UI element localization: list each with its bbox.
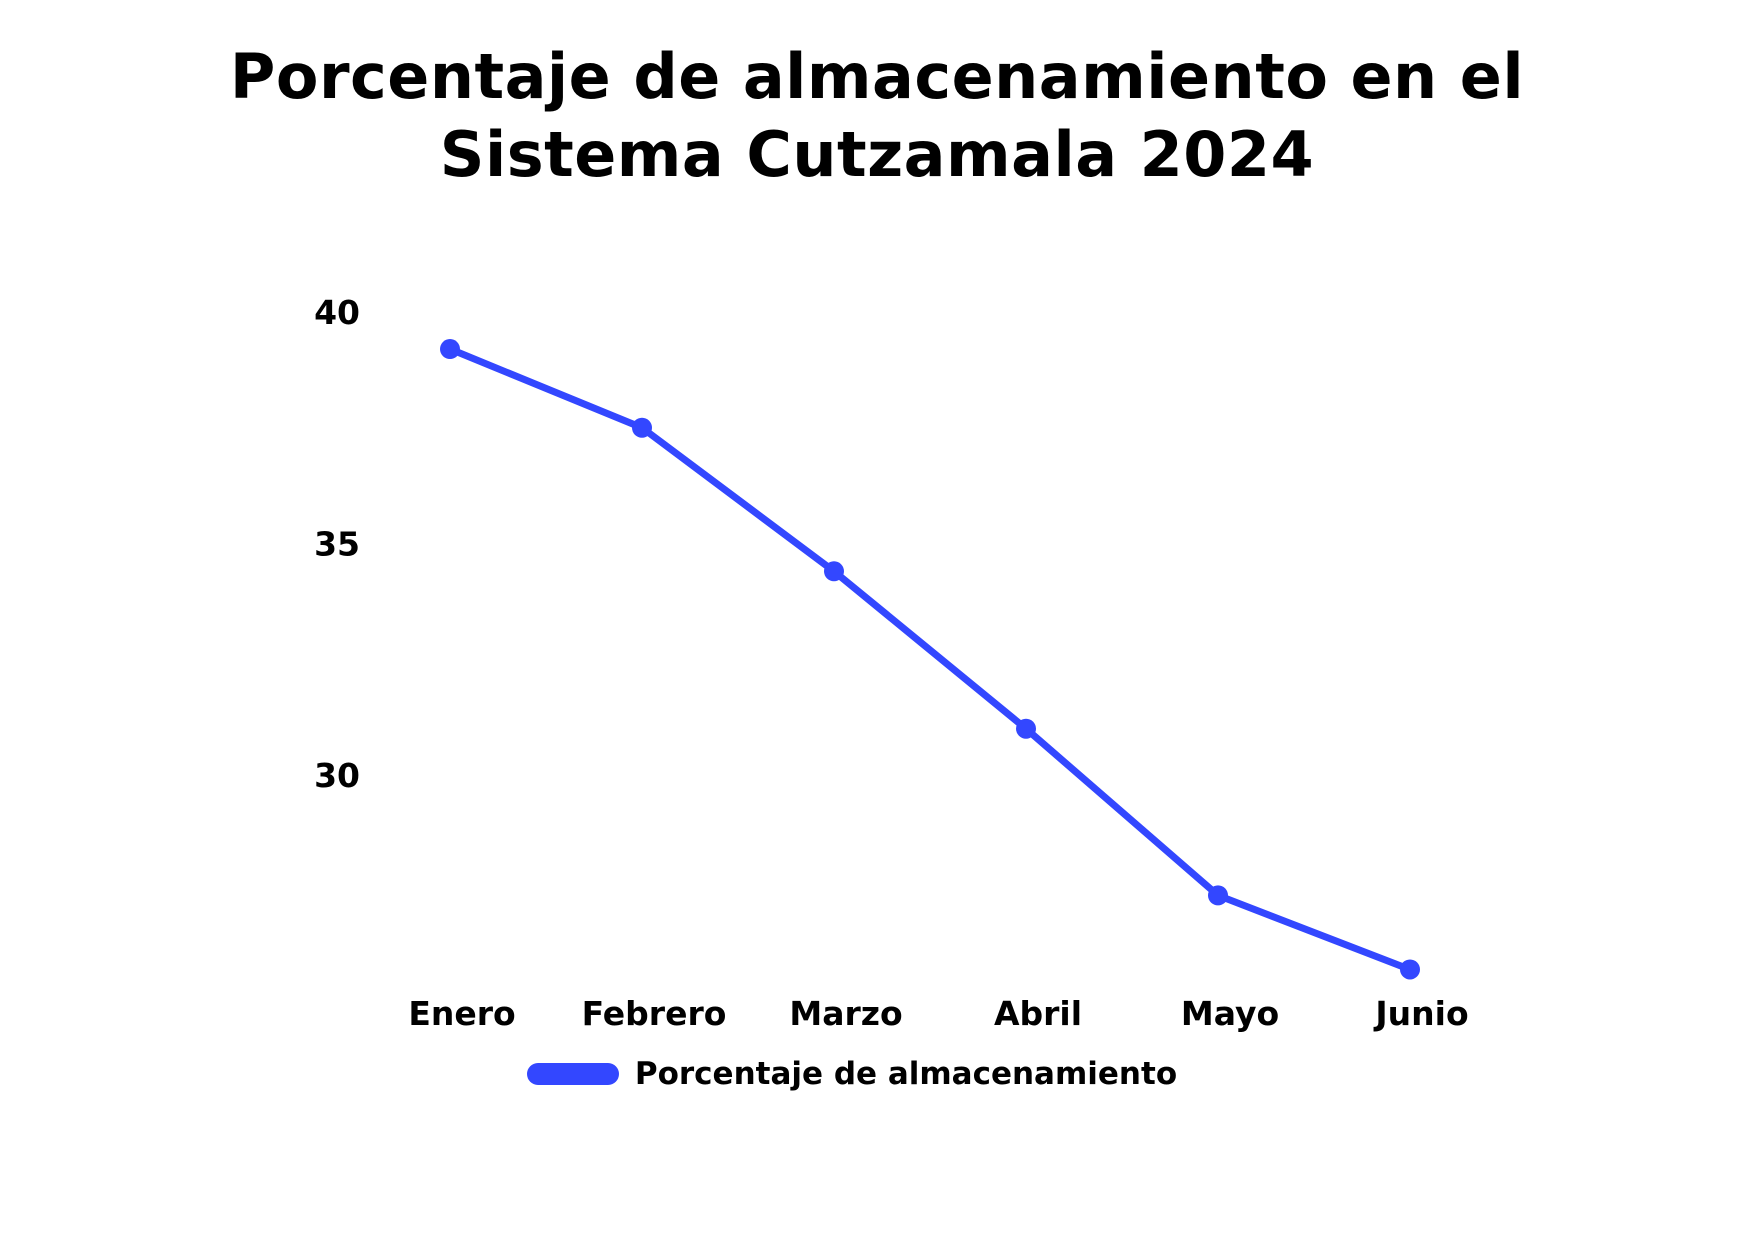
chart-title-line-1: Porcentaje de almacenamiento en el xyxy=(229,40,1525,113)
x-tick-label: Marzo xyxy=(789,994,902,1033)
x-tick-label: Junio xyxy=(1373,994,1468,1033)
data-point xyxy=(1400,959,1420,980)
legend: Porcentaje de almacenamiento xyxy=(0,1056,1754,1092)
data-point xyxy=(1016,718,1036,739)
y-tick-label: 30 xyxy=(314,756,360,795)
data-point xyxy=(440,339,460,360)
series-line xyxy=(446,345,1414,973)
chart-title-line-2: Sistema Cutzamala 2024 xyxy=(439,118,1315,191)
series-layer xyxy=(440,339,1420,980)
y-tick-label: 40 xyxy=(314,293,360,332)
chart-title: Porcentaje de almacenamiento en el Siste… xyxy=(0,38,1754,194)
legend-swatch xyxy=(526,1063,619,1085)
legend-label: Porcentaje de almacenamiento xyxy=(634,1056,1178,1092)
y-axis-ticks: 30 35 40 xyxy=(314,293,360,795)
data-point xyxy=(824,561,844,582)
x-tick-label: Mayo xyxy=(1181,994,1279,1033)
y-tick-label: 35 xyxy=(314,525,360,564)
x-tick-label: Abril xyxy=(994,994,1082,1033)
x-axis-ticks: Enero Febrero Marzo Abril Mayo Junio xyxy=(408,994,1468,1033)
x-tick-label: Febrero xyxy=(582,994,727,1033)
data-point xyxy=(1208,885,1228,906)
x-tick-label: Enero xyxy=(408,994,515,1033)
data-point xyxy=(632,417,652,438)
